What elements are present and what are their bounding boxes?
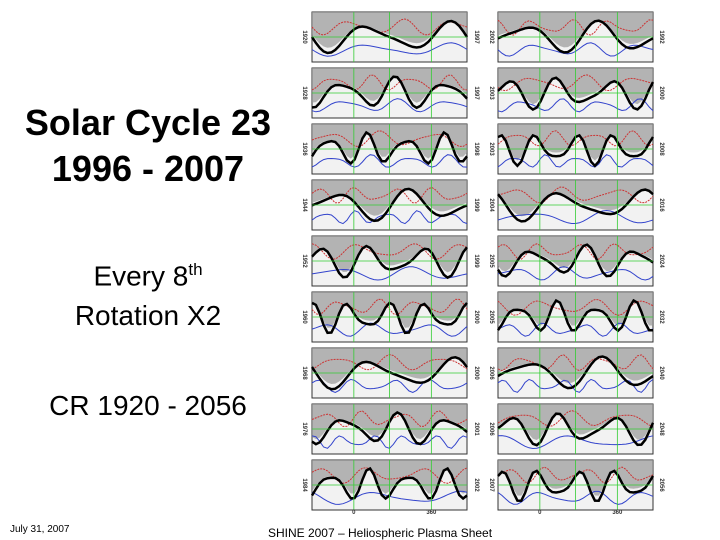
subtitle-text: Every 8 xyxy=(93,260,189,292)
shaded-region xyxy=(498,460,653,496)
year-label: 2006 xyxy=(488,422,494,436)
year-label: 2003 xyxy=(488,142,494,156)
rotation-label: 1984 xyxy=(301,478,307,492)
year-label: 1999 xyxy=(473,198,479,212)
footer-date: July 31, 2007 xyxy=(10,524,70,535)
year-label: 2002 xyxy=(488,30,494,44)
shaded-region xyxy=(312,292,467,328)
year-label: 2001 xyxy=(473,422,479,436)
rotation-label: 2032 xyxy=(658,310,664,324)
axis-label: 0 xyxy=(538,510,542,516)
shaded-region xyxy=(312,68,467,103)
year-label: 2000 xyxy=(473,366,479,380)
rotation-label: 1952 xyxy=(301,254,307,268)
subtitle: Every 8th Rotation X2 xyxy=(0,250,296,336)
rotation-label: 2040 xyxy=(658,366,664,380)
title: Solar Cycle 23 1996 - 2007 xyxy=(0,100,296,192)
year-label: 2000 xyxy=(473,310,479,324)
axis-label: 360 xyxy=(426,510,437,516)
rotation-label: 2016 xyxy=(658,198,664,212)
shaded-region xyxy=(498,124,653,161)
red-contour xyxy=(311,18,468,36)
rotation-label: 1920 xyxy=(301,30,307,44)
rotation-label: 1928 xyxy=(301,86,307,100)
year-label: 2003 xyxy=(488,86,494,100)
subtitle-line: Every 8th xyxy=(0,250,296,296)
year-label: 2005 xyxy=(488,254,494,268)
rotation-label: 2048 xyxy=(658,422,664,436)
title-line: 1996 - 2007 xyxy=(51,148,245,189)
year-label: 1997 xyxy=(473,86,479,100)
range: CR 1920 - 2056 xyxy=(49,390,247,421)
year-label: 2006 xyxy=(488,366,494,380)
title-line: Solar Cycle 23 xyxy=(24,102,272,143)
year-label: 1999 xyxy=(473,254,479,268)
year-label: 1997 xyxy=(473,30,479,44)
shaded-region xyxy=(312,404,467,440)
rotation-label: 2024 xyxy=(658,254,664,268)
rotation-label: 1968 xyxy=(301,366,307,380)
superscript: th xyxy=(188,260,203,279)
rotation-label: 2000 xyxy=(658,86,664,100)
year-label: 2004 xyxy=(488,198,494,212)
axis-label: 0 xyxy=(352,510,356,516)
rotation-label: 1976 xyxy=(301,422,307,436)
year-label: 1998 xyxy=(473,142,479,156)
subtitle-line: Rotation X2 xyxy=(74,300,222,332)
year-label: 2002 xyxy=(473,478,479,492)
rotation-label: 2008 xyxy=(658,142,664,156)
rotation-label: 1944 xyxy=(301,198,307,212)
year-label: 2005 xyxy=(488,310,494,324)
axis-label: 360 xyxy=(612,510,623,516)
rotation-label: 1936 xyxy=(301,142,307,156)
rotation-label: 2056 xyxy=(658,478,664,492)
year-label: 2007 xyxy=(488,478,494,492)
footer-center: SHINE 2007 – Heliospheric Plasma Sheet xyxy=(267,526,493,540)
rotation-label: 1960 xyxy=(301,310,307,324)
rotation-label: 1992 xyxy=(658,30,664,44)
